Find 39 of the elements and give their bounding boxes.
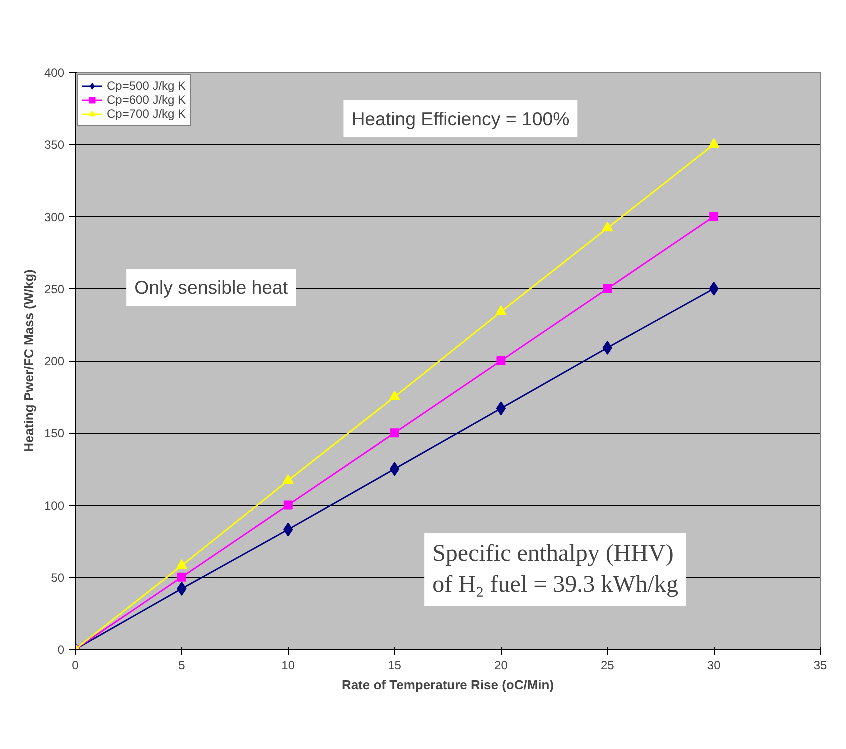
point	[708, 138, 720, 148]
y-tick-label: 100	[44, 498, 65, 513]
legend-label: Cp=600 J/kg K	[107, 93, 186, 107]
point	[284, 500, 293, 510]
y-tick-label: 150	[44, 426, 65, 441]
y-axis-title: Heating Pwer/FC Mass (W/kg)	[21, 270, 36, 452]
x-tick-label: 15	[388, 658, 402, 672]
x-tick-label: 0	[72, 658, 80, 672]
x-axis-title: Rate of Temperature Rise (oC/Min)	[342, 678, 554, 692]
annotation: Only sensible heat	[134, 277, 289, 298]
point	[389, 390, 400, 400]
y-tick-label: 50	[51, 570, 65, 585]
point	[496, 356, 506, 366]
y-tick-label: 200	[44, 354, 65, 368]
point	[177, 572, 186, 582]
annotation: Specific enthalpy (HHV) of H₂ fuel = 39.3 kWh/kg	[432, 541, 678, 598]
x-tick-label: 30	[707, 658, 722, 672]
x-tick-label: 5	[178, 658, 186, 672]
y-tick-label: 400	[44, 66, 65, 80]
point	[390, 462, 400, 476]
x-tick-label: 10	[282, 658, 296, 672]
point	[496, 402, 506, 416]
x-tick-label: 35	[814, 658, 828, 672]
point	[602, 222, 614, 232]
y-tick-label: 300	[44, 210, 65, 224]
point	[496, 306, 507, 316]
legend-label: Cp=500 J/kg K	[107, 79, 186, 93]
y-tick-label: 0	[58, 643, 65, 657]
point	[390, 428, 400, 438]
y-tick-label: 350	[44, 138, 65, 152]
point	[603, 284, 612, 294]
x-tick-label: 25	[600, 658, 615, 672]
point	[282, 474, 294, 484]
x-tick-label: 20	[494, 658, 508, 672]
point	[176, 560, 188, 570]
annotation: Heating Efficiency = 100%	[352, 108, 570, 130]
legend-label: Cp=700 J/kg K	[107, 107, 186, 121]
point	[710, 212, 719, 222]
y-tick-label: 250	[44, 282, 65, 296]
